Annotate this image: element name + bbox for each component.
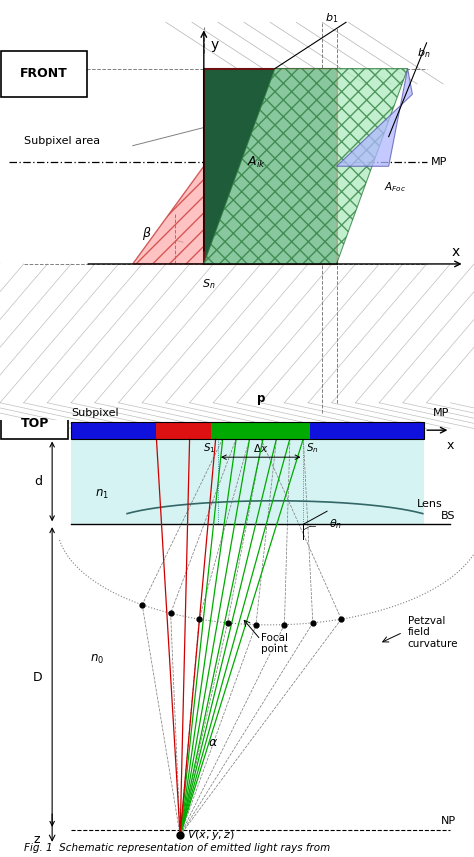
Text: x: x [447, 440, 454, 452]
Text: FRONT: FRONT [20, 67, 68, 81]
Text: $S_1$: $S_1$ [203, 441, 216, 455]
FancyBboxPatch shape [1, 51, 87, 97]
Text: Subpixel area: Subpixel area [24, 135, 100, 146]
Text: MP: MP [433, 408, 449, 418]
Bar [204, 69, 337, 264]
Text: $V(x,y,z)$: $V(x,y,z)$ [187, 829, 235, 842]
Text: $\beta$: $\beta$ [142, 225, 152, 242]
Text: $A_{Foc}$: $A_{Foc}$ [384, 180, 406, 195]
Polygon shape [337, 69, 412, 166]
Polygon shape [204, 69, 408, 264]
Text: $n_1$: $n_1$ [95, 488, 109, 500]
Bar [71, 439, 424, 524]
Polygon shape [133, 69, 275, 264]
Text: $n_0$: $n_0$ [90, 653, 104, 667]
FancyBboxPatch shape [1, 409, 68, 439]
Text: Lens: Lens [417, 499, 443, 509]
Text: $\theta_n$: $\theta_n$ [329, 518, 343, 531]
Text: Focal
point: Focal point [261, 632, 288, 654]
Text: $S_n$: $S_n$ [306, 441, 319, 455]
Text: Subpixel: Subpixel [71, 408, 118, 418]
Text: $S_n$: $S_n$ [202, 277, 215, 291]
Text: $A_{ik}$: $A_{ik}$ [247, 155, 266, 170]
Text: d: d [35, 475, 43, 488]
Text: p: p [256, 392, 265, 405]
Text: D: D [33, 670, 43, 684]
Bar [71, 422, 156, 439]
Text: x: x [452, 245, 460, 259]
Bar [310, 422, 424, 439]
Text: y: y [211, 38, 219, 51]
Text: TOP: TOP [20, 417, 49, 430]
Text: Petzval
field
curvature: Petzval field curvature [408, 615, 458, 649]
Text: z: z [34, 833, 40, 846]
Text: $b_n$: $b_n$ [417, 46, 430, 60]
Text: $\alpha$: $\alpha$ [208, 736, 219, 749]
Text: BS: BS [441, 511, 456, 520]
Text: Fig. 1  Schematic representation of emitted light rays from: Fig. 1 Schematic representation of emitt… [24, 842, 330, 853]
Bar [71, 422, 424, 439]
Text: NP: NP [441, 816, 456, 826]
Text: $b_1$: $b_1$ [325, 11, 338, 25]
Text: $\Delta x$: $\Delta x$ [253, 442, 268, 454]
Text: MP: MP [431, 158, 448, 167]
Bar [156, 422, 211, 439]
Bar [211, 422, 310, 439]
